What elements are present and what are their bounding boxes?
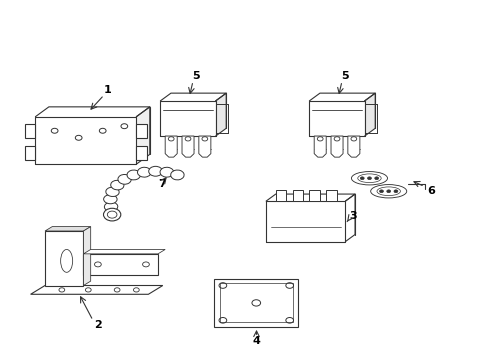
Text: 3: 3 [348,211,356,221]
Text: 1: 1 [103,85,111,95]
Ellipse shape [105,187,119,197]
Polygon shape [136,107,149,164]
FancyBboxPatch shape [25,146,35,160]
Ellipse shape [148,166,162,176]
Ellipse shape [118,175,131,184]
Circle shape [360,177,364,180]
Circle shape [386,190,390,193]
FancyBboxPatch shape [136,124,146,138]
Polygon shape [45,226,90,231]
Polygon shape [160,101,215,136]
Bar [214,279,298,327]
Polygon shape [35,107,149,117]
Text: 2: 2 [94,320,102,330]
Ellipse shape [127,170,140,180]
Polygon shape [199,136,210,157]
Circle shape [103,208,121,221]
Polygon shape [83,249,165,254]
Circle shape [393,190,397,193]
Text: 7: 7 [158,179,165,189]
Polygon shape [314,136,325,157]
FancyBboxPatch shape [136,146,146,160]
Ellipse shape [370,185,406,198]
Polygon shape [160,93,226,101]
Bar [292,190,303,201]
Polygon shape [330,136,343,157]
Ellipse shape [110,180,123,190]
Polygon shape [83,226,90,285]
Text: 4: 4 [252,336,260,346]
Polygon shape [364,93,374,136]
Circle shape [379,190,383,193]
Text: 5: 5 [341,71,348,81]
FancyBboxPatch shape [25,124,35,138]
Ellipse shape [104,202,118,211]
Polygon shape [31,285,163,294]
Ellipse shape [160,167,173,177]
Ellipse shape [351,172,386,185]
Polygon shape [309,93,374,101]
Ellipse shape [170,170,184,180]
Ellipse shape [61,249,73,272]
Polygon shape [309,101,364,136]
Polygon shape [45,231,83,285]
Polygon shape [165,136,177,157]
Text: 5: 5 [192,71,200,81]
Polygon shape [83,254,158,275]
Bar [275,190,286,201]
Bar [325,190,336,201]
Text: 6: 6 [426,186,434,196]
Bar [309,190,319,201]
Polygon shape [265,201,345,242]
Circle shape [367,177,371,180]
Ellipse shape [103,195,117,204]
Polygon shape [347,136,359,157]
Polygon shape [35,117,136,164]
Bar [220,283,292,323]
Polygon shape [265,194,354,201]
Polygon shape [215,93,226,136]
Polygon shape [182,136,194,157]
Ellipse shape [137,167,151,177]
Circle shape [374,177,378,180]
